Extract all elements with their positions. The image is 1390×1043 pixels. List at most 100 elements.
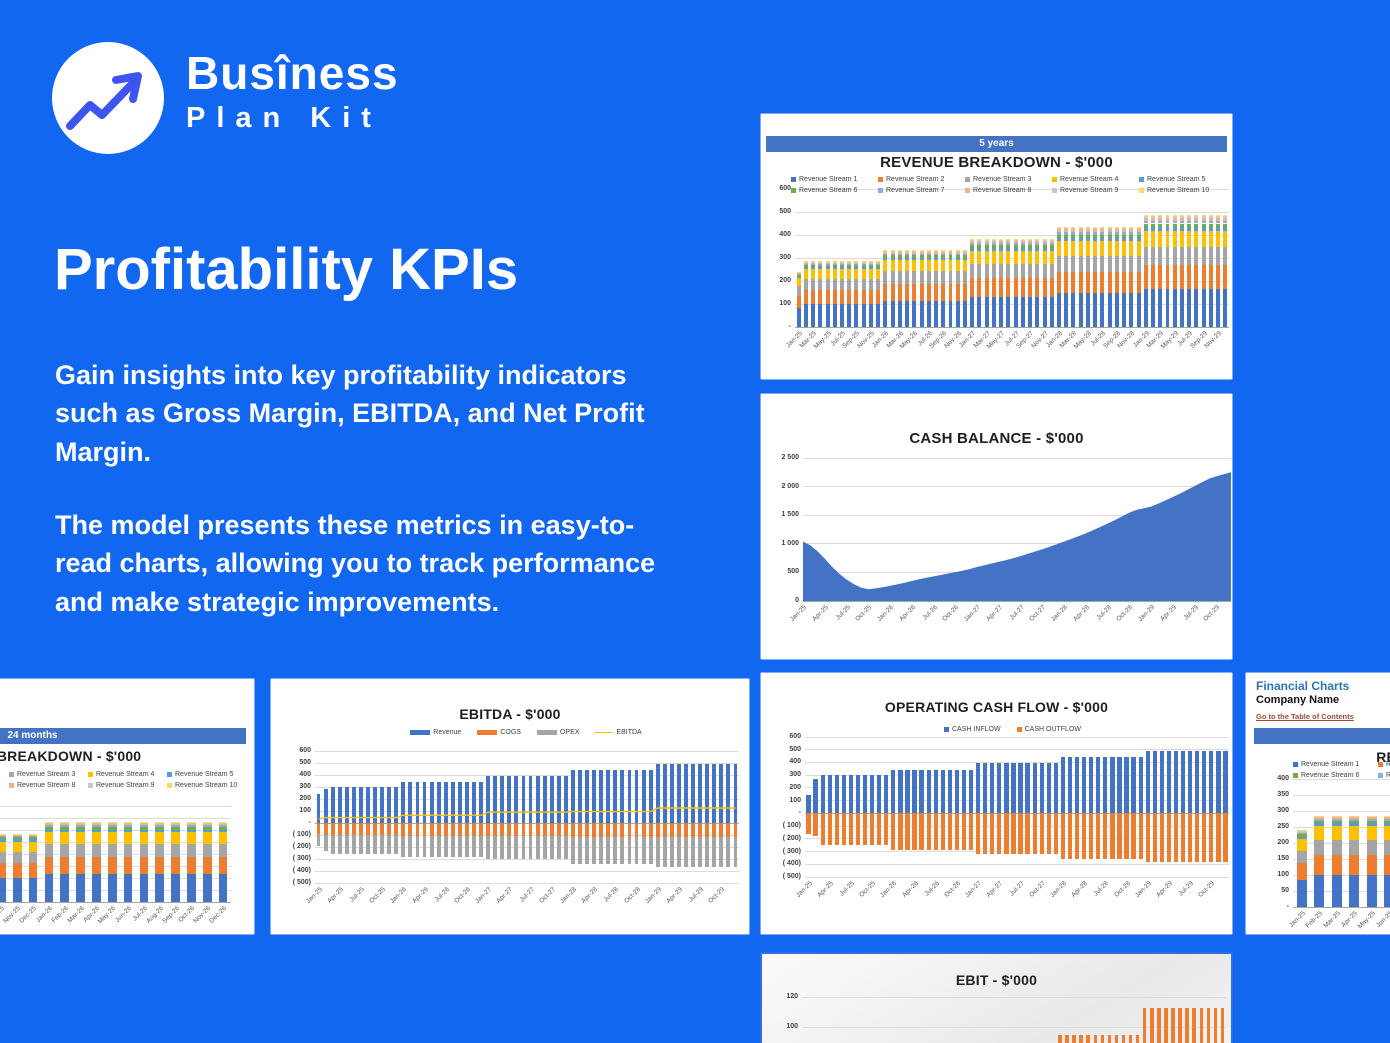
bar-segment — [948, 250, 953, 252]
bar-segment — [803, 278, 808, 290]
bar-segment — [1122, 255, 1127, 272]
bar-segment — [955, 252, 960, 254]
bar-segment — [905, 252, 910, 254]
bar-segment — [1143, 231, 1148, 247]
bar-segment — [1042, 277, 1047, 297]
bar-segment — [883, 257, 888, 261]
y-tick-label: ( 500) — [292, 879, 311, 886]
bar-segment — [1020, 296, 1025, 327]
bar-segment — [691, 837, 695, 867]
bar-segment — [1151, 220, 1156, 224]
bar-segment — [832, 262, 837, 264]
bar-segment — [1179, 220, 1184, 224]
bar-segment — [1208, 214, 1213, 217]
bar-segment — [1384, 875, 1390, 907]
y-tick-label: ( 100) — [782, 822, 801, 830]
bar-segment — [1216, 227, 1221, 232]
bar-segment — [1208, 231, 1213, 247]
bar-segment — [457, 823, 462, 836]
bar-segment — [1208, 246, 1213, 265]
bar-segment — [422, 823, 427, 836]
bar-segment — [1185, 1007, 1189, 1043]
bar-segment — [1166, 750, 1172, 814]
bar-segment — [1152, 750, 1157, 814]
bar-segment — [884, 775, 889, 814]
table-of-contents-link[interactable]: Go to the Table of Contents — [1256, 712, 1354, 721]
bar-segment — [1020, 263, 1025, 278]
bar-segment — [44, 832, 54, 844]
bar-segment — [1057, 228, 1061, 230]
bar-segment — [1013, 296, 1018, 327]
bar-segment — [1331, 816, 1342, 818]
bar-segment — [847, 264, 852, 267]
gridline — [315, 882, 739, 884]
bar-segment — [1013, 263, 1018, 278]
bar-segment — [500, 836, 505, 859]
bar-segment — [933, 770, 938, 814]
bar-segment — [1349, 826, 1360, 840]
bar-segment — [955, 300, 960, 327]
legend-item: Revenue Stream 4 — [88, 771, 154, 778]
bar-segment — [1201, 223, 1206, 228]
bar-segment — [1158, 220, 1163, 224]
bar-segment — [1179, 246, 1184, 265]
y-tick-label: 100 — [789, 796, 801, 804]
gridline — [795, 188, 1229, 190]
area-series — [803, 472, 1231, 601]
bar-segment — [627, 836, 632, 865]
bar-segment — [1172, 220, 1177, 224]
bar-segment — [840, 278, 844, 290]
bar-segment — [1096, 756, 1101, 814]
bar-segment — [1201, 227, 1206, 232]
gridline — [315, 858, 739, 860]
bar-segment — [648, 770, 653, 823]
bar-segment — [941, 300, 946, 327]
bar-segment — [1172, 227, 1177, 232]
bar-segment — [218, 829, 228, 833]
bar-segment — [832, 261, 837, 263]
bar-segment — [941, 255, 946, 258]
bar-segment — [76, 829, 85, 833]
legend-item: Revenue Stream 3 — [965, 176, 1031, 183]
bar-segment — [1071, 226, 1076, 229]
legend-item: Revenue Stream 2 — [878, 176, 944, 183]
bar-segment — [883, 252, 888, 254]
bar-segment — [1078, 229, 1083, 232]
bar-segment — [330, 823, 335, 835]
bar-segment — [1159, 750, 1164, 814]
legend-label: COGS — [500, 729, 521, 736]
bar-segment — [1057, 255, 1061, 272]
bar-segment — [202, 829, 212, 833]
gridline — [315, 786, 739, 788]
bar-segment — [1216, 214, 1221, 217]
y-tick-label: 500 — [787, 568, 799, 576]
bar-segment — [1035, 263, 1040, 278]
bar-segment — [92, 829, 101, 833]
bar-segment — [1216, 220, 1221, 224]
bar-segment — [1366, 820, 1377, 824]
bar-segment — [970, 238, 975, 240]
bar-segment — [811, 304, 816, 327]
y-tick-label: 600 — [299, 747, 311, 754]
bar-segment — [796, 276, 801, 279]
bar-segment — [1093, 226, 1098, 229]
panel-revenue-breakdown-5y: 5 years REVENUE BREAKDOWN - $'000 Revenu… — [760, 113, 1233, 380]
bar-segment — [840, 264, 844, 267]
bar-segment — [1208, 220, 1213, 224]
bar-segment — [1187, 246, 1192, 265]
bar-segment — [171, 822, 180, 824]
legend-label: Revenue Stream 4 — [96, 771, 155, 778]
bar-segment — [436, 835, 441, 857]
bar-segment — [897, 271, 902, 284]
bar-segment — [1114, 232, 1119, 235]
bar-segment — [12, 878, 22, 902]
chart-plot-area: 12010080604020-Jan-25Apr-25Jul-25Oct-25J… — [786, 982, 1226, 1043]
bar-segment — [848, 775, 854, 814]
bar-segment — [1179, 231, 1184, 247]
bar-segment — [1216, 264, 1221, 290]
bar-segment — [834, 775, 839, 814]
bar-segment — [1057, 237, 1061, 242]
bar-segment — [991, 250, 996, 264]
gridline — [805, 761, 1229, 763]
